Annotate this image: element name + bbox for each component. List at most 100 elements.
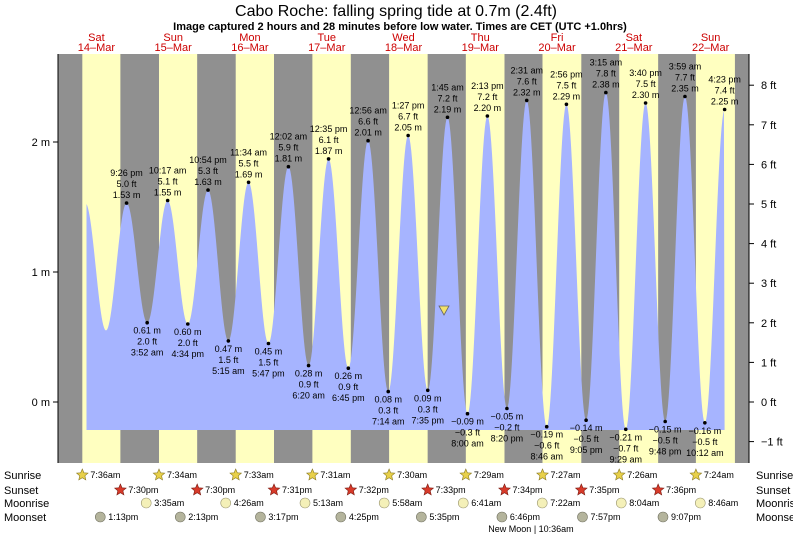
low-tide-meters: −0.21 m	[609, 432, 642, 442]
low-tide-feet: −0.3 ft	[455, 428, 481, 438]
moonrise-icon	[536, 497, 548, 509]
sunset-time: 7:34pm	[512, 485, 542, 495]
moonrise-time: 8:46am	[708, 498, 738, 508]
tide-annotations: 9:26 pm5.0 ft1.53 m0.61 m2.0 ft3:52 am10…	[110, 58, 741, 465]
high-tide-point	[286, 164, 291, 169]
high-tide-feet: 7.6 ft	[517, 76, 538, 86]
moonset-time: 9:07pm	[671, 512, 701, 522]
high-tide-time: 12:56 am	[349, 106, 387, 116]
high-tide-feet: 7.2 ft	[437, 93, 458, 103]
day-name: Wed	[392, 32, 414, 44]
day-name: Sat	[88, 32, 105, 44]
high-tide-time: 10:54 pm	[189, 155, 227, 165]
low-tide-feet: 0.3 ft	[378, 406, 399, 416]
day-date: 16–Mar	[231, 42, 269, 54]
low-tide-time: 7:14 am	[372, 417, 405, 427]
moonrise-time: 6:41am	[471, 498, 501, 508]
high-tide-time: 3:15 am	[590, 58, 623, 68]
axes: 0 m 1 m 2 m −1 ft 0 ft 1 ft 2 ft 3 ft 4 ft 5 ft 6 …	[32, 54, 783, 463]
chart-title: Cabo Roche: falling spring tide at 0.7m …	[235, 3, 557, 20]
moonset-icon	[657, 511, 669, 523]
high-tide-meters: 2.19 m	[434, 104, 462, 114]
low-tide-feet: 0.9 ft	[299, 380, 320, 390]
sunrise-time: 7:34am	[167, 470, 197, 480]
high-tide-point	[406, 133, 410, 138]
night-band	[734, 54, 749, 463]
high-tide-time: 3:59 am	[669, 62, 702, 72]
sunset-icon	[190, 483, 204, 496]
low-tide-point	[425, 388, 430, 393]
sunset-icon	[421, 483, 435, 496]
moonset-time: 1:13pm	[108, 512, 138, 522]
low-tide-time: 10:12 am	[686, 448, 724, 458]
moonrise-time: 8:04am	[629, 498, 659, 508]
sunrise-icon	[689, 468, 703, 481]
low-tide-feet: 2.0 ft	[178, 338, 199, 348]
low-tide-time: 7:35 pm	[411, 415, 444, 425]
sunrise-time: 7:26am	[627, 470, 657, 480]
sunset-time: 7:30pm	[205, 485, 235, 495]
sunrise-time: 7:30am	[397, 470, 427, 480]
low-tide-feet: −0.7 ft	[613, 443, 639, 453]
high-tide-feet: 6.7 ft	[398, 112, 419, 122]
high-tide-feet: 7.4 ft	[715, 86, 736, 96]
low-tide-meters: −0.15 m	[649, 425, 682, 435]
right-tick-label: −1 ft	[761, 437, 783, 449]
high-tide-meters: 2.29 m	[553, 91, 581, 101]
high-tide-feet: 7.7 ft	[675, 73, 696, 83]
sunrise-icon	[305, 468, 319, 481]
high-tide-feet: 7.2 ft	[477, 92, 498, 102]
sunset-row-label-right: Sunset	[756, 485, 790, 497]
moonset-icon	[496, 511, 508, 523]
moonset-time: 3:17pm	[268, 512, 298, 522]
sunrise-icon	[382, 468, 396, 481]
low-tide-meters: 0.09 m	[414, 393, 442, 403]
sunset-time: 7:36pm	[666, 485, 696, 495]
moonrise-row-label-left: Moonrise	[4, 498, 49, 510]
sunset-time: 7:32pm	[359, 485, 389, 495]
low-tide-meters: −0.19 m	[530, 430, 563, 440]
high-tide-feet: 5.0 ft	[117, 179, 138, 189]
high-tide-meters: 1.69 m	[235, 169, 263, 179]
high-tide-time: 10:17 am	[149, 166, 187, 176]
sunset-icon	[651, 483, 665, 496]
tide-curve	[86, 92, 725, 431]
sunrise-row-label-right: Sunrise	[756, 470, 793, 482]
right-tick-label: 8 ft	[761, 80, 776, 92]
header: Cabo Roche: falling spring tide at 0.7m …	[173, 3, 627, 33]
low-tide-meters: 0.08 m	[374, 395, 402, 405]
sunrise-time: 7:29am	[474, 470, 504, 480]
moonrise-time: 5:58am	[392, 498, 422, 508]
right-tick-label: 6 ft	[761, 159, 776, 171]
low-tide-time: 6:20 am	[292, 391, 325, 401]
low-tide-feet: −0.2 ft	[494, 423, 520, 433]
left-tick-label: 0 m	[32, 397, 50, 409]
moonset-icon	[94, 511, 106, 523]
high-tide-feet: 5.5 ft	[239, 158, 260, 168]
sunrise-icon	[612, 468, 626, 481]
sunset-row-label-left: Sunset	[4, 485, 38, 497]
low-tide-meters: −0.16 m	[688, 426, 721, 436]
high-tide-feet: 5.1 ft	[158, 177, 179, 187]
low-tide-point	[386, 389, 391, 394]
high-tide-time: 1:27 pm	[392, 101, 425, 111]
moonrise-row-label-right: Moonrise	[756, 498, 793, 510]
high-tide-meters: 2.30 m	[632, 90, 660, 100]
moonset-row-label-left: Moonset	[4, 512, 46, 524]
low-tide-time: 9:29 am	[610, 454, 643, 464]
sunset-time: 7:30pm	[128, 485, 158, 495]
high-tide-meters: 2.25 m	[711, 97, 739, 107]
low-tide-point	[145, 320, 149, 325]
current-level-marker	[438, 305, 450, 316]
high-tide-feet: 7.5 ft	[636, 79, 657, 89]
sunset-time: 7:33pm	[436, 485, 466, 495]
low-tide-time: 5:47 pm	[252, 369, 285, 379]
moonrise-icon	[220, 497, 232, 509]
low-tide-meters: 0.26 m	[335, 371, 363, 381]
low-tide-feet: −0.6 ft	[534, 441, 560, 451]
high-tide-point	[206, 188, 210, 192]
high-tide-meters: 2.38 m	[592, 80, 620, 90]
right-tick-label: 4 ft	[761, 239, 776, 251]
high-tide-meters: 1.55 m	[154, 188, 182, 198]
